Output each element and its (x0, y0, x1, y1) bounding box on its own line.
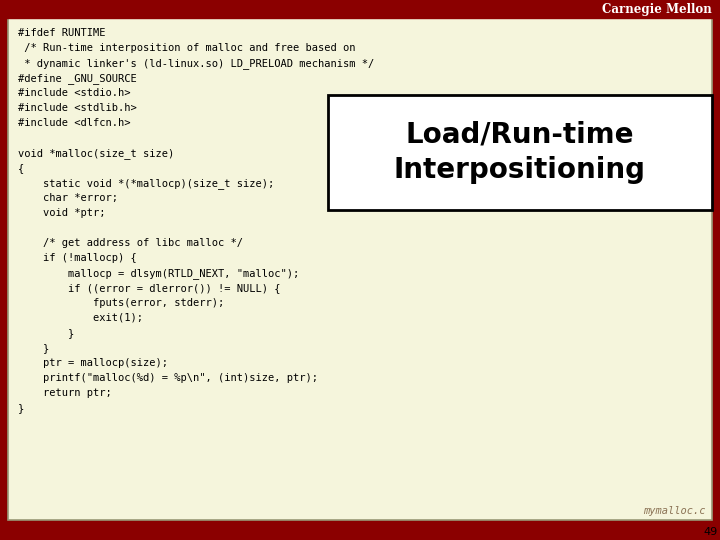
Text: exit(1);: exit(1); (18, 313, 143, 323)
Text: Interpositioning: Interpositioning (394, 157, 646, 185)
Text: #include <stdlib.h>: #include <stdlib.h> (18, 103, 137, 113)
Text: fputs(error, stderr);: fputs(error, stderr); (18, 298, 224, 308)
Text: char *error;: char *error; (18, 193, 118, 203)
Text: #include <dlfcn.h>: #include <dlfcn.h> (18, 118, 130, 128)
Text: return ptr;: return ptr; (18, 388, 112, 398)
Text: 49: 49 (703, 527, 718, 537)
Text: void *malloc(size_t size): void *malloc(size_t size) (18, 148, 174, 159)
Text: ptr = mallocp(size);: ptr = mallocp(size); (18, 358, 168, 368)
Text: /* get address of libc malloc */: /* get address of libc malloc */ (18, 238, 243, 248)
Text: #include <stdio.h>: #include <stdio.h> (18, 88, 130, 98)
Text: if ((error = dlerror()) != NULL) {: if ((error = dlerror()) != NULL) { (18, 283, 281, 293)
Text: }: } (18, 343, 49, 353)
Bar (328, 95, 712, 210)
Text: printf("malloc(%d) = %p\n", (int)size, ptr);: printf("malloc(%d) = %p\n", (int)size, p… (18, 373, 318, 383)
Text: }: } (18, 328, 74, 338)
Bar (0, 0, 720, 18)
Text: if (!mallocp) {: if (!mallocp) { (18, 253, 137, 263)
Text: }: } (18, 403, 24, 413)
Text: Load/Run-time: Load/Run-time (406, 120, 634, 148)
Text: static void *(*mallocp)(size_t size);: static void *(*mallocp)(size_t size); (18, 178, 274, 189)
Text: void *ptr;: void *ptr; (18, 208, 106, 218)
Text: mymalloc.c: mymalloc.c (644, 506, 706, 516)
Text: {: { (18, 163, 24, 173)
Text: mallocp = dlsym(RTLD_NEXT, "malloc");: mallocp = dlsym(RTLD_NEXT, "malloc"); (18, 268, 300, 279)
Text: /* Run-time interposition of malloc and free based on: /* Run-time interposition of malloc and … (18, 43, 356, 53)
Text: #ifdef RUNTIME: #ifdef RUNTIME (18, 28, 106, 38)
Text: Carnegie Mellon: Carnegie Mellon (602, 3, 712, 16)
Text: * dynamic linker's (ld-linux.so) LD_PRELOAD mechanism */: * dynamic linker's (ld-linux.so) LD_PREL… (18, 58, 374, 69)
Text: #define _GNU_SOURCE: #define _GNU_SOURCE (18, 73, 137, 84)
